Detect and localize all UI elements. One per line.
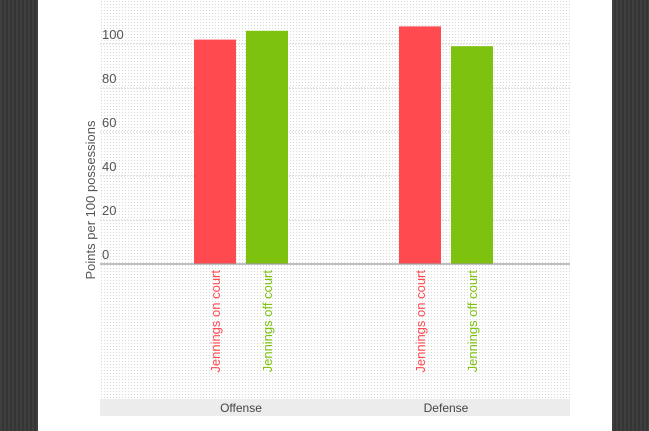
bar-category-label: Jennings on court [413, 270, 428, 373]
gridlines [100, 43, 570, 221]
right-background [612, 0, 649, 431]
bar [246, 30, 288, 264]
y-axis-label: Points per 100 possessions [83, 120, 98, 279]
y-tick-label: 20 [102, 203, 116, 218]
y-tick-label: 40 [102, 159, 116, 174]
bar-category-label: Jennings off court [260, 270, 275, 373]
bar [451, 46, 493, 265]
bar [399, 26, 441, 265]
y-tick-label: 0 [102, 247, 109, 262]
y-tick-label: 60 [102, 115, 116, 130]
group-labels: Offense Defense [220, 401, 469, 415]
y-axis-tick-labels: 0 20 40 60 80 100 [102, 27, 124, 262]
y-tick-label: 100 [102, 27, 124, 42]
bar-category-label: Jennings off court [465, 270, 480, 373]
group-label: Offense [220, 401, 262, 415]
left-background [0, 0, 38, 431]
bar [194, 39, 236, 264]
bars [194, 26, 493, 265]
group-label: Defense [424, 401, 469, 415]
group-label-strip [100, 399, 570, 416]
bar-labels: Jennings on court Jennings off court Jenni… [208, 270, 480, 373]
y-tick-label: 80 [102, 71, 116, 86]
bar-category-label: Jennings on court [208, 270, 223, 373]
